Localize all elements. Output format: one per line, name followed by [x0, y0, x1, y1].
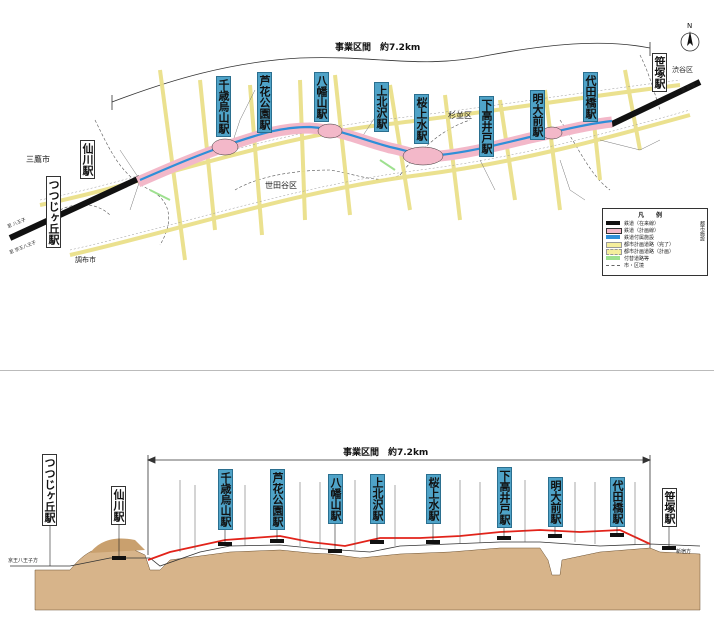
station-label-chitosekarasuyama-profile: 千歳烏山駅 — [218, 469, 233, 530]
project-section-label: 事業区間 約7.2km — [335, 41, 420, 53]
station-label-sakurajosui-profile: 桜上水駅 — [426, 474, 441, 524]
legend-swatch-planned — [606, 228, 622, 234]
station-label-daitabashi-profile: 代田橋駅 — [610, 477, 625, 527]
section-divider — [0, 370, 714, 371]
station-label-hachimanyama-plan: 八幡山駅 — [314, 72, 329, 122]
station-label-roka-profile: 芦花公園駅 — [270, 469, 285, 530]
legend-swatch-replacement — [606, 256, 620, 260]
station-label-hachimanyama-profile: 八幡山駅 — [328, 474, 343, 524]
ward-boundaries — [59, 54, 661, 246]
station-label-meidaimae-profile: 明大前駅 — [548, 477, 563, 527]
legend-swatch-road-done — [606, 242, 622, 248]
legend-swatch-existing — [606, 221, 620, 225]
profile-section-arrow — [146, 455, 652, 555]
north-arrow-icon: N — [680, 22, 700, 52]
ward-chofu: 調布市 — [75, 255, 96, 264]
ward-mitaka: 三鷹市 — [26, 154, 50, 164]
station-label-daitabashi-plan: 代田橋駅 — [583, 72, 598, 122]
legend-swatch-boundary — [606, 265, 620, 266]
station-label-shimotakaido-profile: 下高井戸駅 — [497, 467, 512, 528]
profile-platforms — [112, 533, 676, 560]
north-label: N — [687, 22, 692, 30]
station-label-tsutsujigaoka-plan: つつじヶ丘駅 — [46, 176, 61, 248]
station-label-kamikitazawa-plan: 上北沢駅 — [374, 82, 389, 132]
station-platforms — [211, 123, 563, 166]
replacement-roads — [149, 159, 396, 201]
legend-title: 凡 例 — [637, 212, 662, 219]
station-label-meidaimae-plan: 明大前駅 — [530, 90, 545, 140]
ground-surface — [10, 541, 701, 567]
railway-existing — [8, 79, 702, 241]
profile-right-end: 新宿方 — [676, 548, 691, 555]
station-label-sengawa-plan: 仙川駅 — [80, 140, 95, 179]
ward-suginami: 杉並区 — [448, 110, 472, 120]
station-label-kamikitazawa-profile: 上北沢駅 — [370, 474, 385, 524]
ward-shibuya: 渋谷区 — [672, 65, 693, 74]
station-label-sakurajosui-plan: 桜上水駅 — [414, 94, 429, 144]
station-label-roka-plan: 芦花公園駅 — [257, 72, 272, 133]
end-label-keio-hachioji: 至 京王八王子 — [8, 239, 37, 256]
station-label-shimotakaido-plan: 下高井戸駅 — [479, 96, 494, 157]
road-crossings — [179, 480, 636, 552]
legend-swatch-road-plan — [606, 249, 622, 255]
profile-section-label: 事業区間 約7.2km — [343, 446, 428, 458]
end-label-hachioji: 至 八王子 — [6, 216, 27, 230]
station-label-sasazuka-profile: 笹塚駅 — [662, 488, 677, 527]
station-label-sengawa-profile: 仙川駅 — [111, 486, 126, 525]
legend-side-label: 都市施設 — [699, 221, 705, 241]
legend-swatch-facility — [606, 235, 620, 239]
ground — [34, 545, 701, 611]
profile-track — [147, 529, 651, 561]
profile-left-end: 京王八王子方 — [8, 557, 38, 564]
station-label-chitosekarasuyama-plan: 千歳烏山駅 — [216, 76, 231, 137]
project-section-arrow — [111, 42, 651, 110]
legend: 凡 例 鉄道（在来線） 鉄道（計画線） 鉄道付属施設 都市計画道路（完了） 都市… — [602, 208, 708, 276]
profile-diagram: 事業区間 約7.2km — [8, 446, 701, 611]
ground-hill — [90, 538, 145, 553]
station-label-sasazuka-plan: 笹塚駅 — [652, 53, 667, 92]
ward-setagaya: 世田谷区 — [265, 180, 297, 190]
plan-map: 事業区間 約7.2km — [6, 22, 702, 264]
station-label-tsutsujigaoka-profile: つつじヶ丘駅 — [42, 454, 57, 526]
